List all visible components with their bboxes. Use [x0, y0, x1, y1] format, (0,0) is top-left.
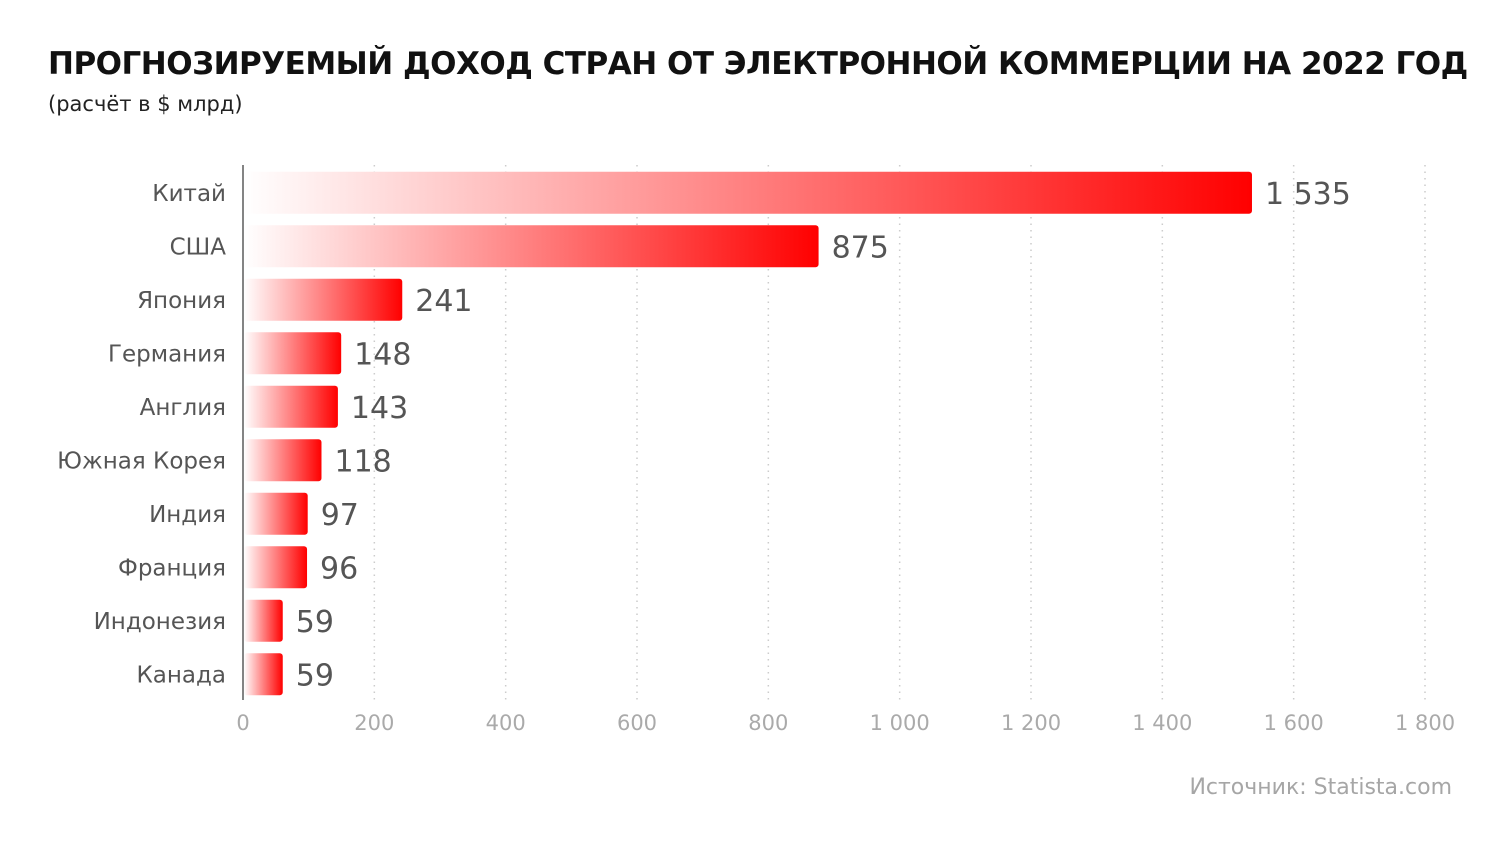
source-note: Источник: Statista.com	[1189, 775, 1452, 800]
category-label: Южная Корея	[57, 448, 226, 474]
category-label: Германия	[108, 341, 226, 367]
value-label: 118	[334, 444, 391, 479]
category-label: Китай	[152, 181, 226, 207]
bar	[244, 546, 308, 589]
bar	[244, 332, 342, 375]
category-label: Япония	[137, 288, 226, 314]
x-tick-label: 0	[236, 711, 249, 735]
value-label: 148	[354, 337, 411, 372]
chart-subtitle: (расчёт в $ млрд)	[48, 92, 243, 116]
x-tick-label: 1 200	[1001, 711, 1061, 735]
bar	[244, 439, 322, 482]
category-label: Индия	[149, 502, 226, 528]
x-tick-label: 600	[617, 711, 657, 735]
bar	[244, 385, 338, 428]
category-label: Англия	[140, 395, 226, 421]
x-tick-label: 1 400	[1132, 711, 1192, 735]
x-tick-label: 800	[748, 711, 788, 735]
value-label: 875	[832, 230, 889, 265]
category-label: Франция	[118, 555, 226, 581]
x-tick-label: 200	[354, 711, 394, 735]
value-label: 96	[320, 551, 358, 586]
value-label: 59	[296, 658, 334, 693]
category-label: США	[170, 234, 227, 260]
grid-lines	[373, 165, 1426, 700]
value-label: 143	[351, 391, 408, 426]
value-label: 97	[321, 498, 359, 533]
value-label: 1 535	[1265, 177, 1351, 212]
bar	[244, 171, 1252, 214]
bar	[244, 492, 308, 535]
bar	[244, 653, 283, 696]
x-tick-label: 1 000	[870, 711, 930, 735]
category-label: Индонезия	[94, 609, 226, 635]
category-label: Канада	[136, 662, 226, 688]
chart-title: ПРОГНОЗИРУЕМЫЙ ДОХОД СТРАН ОТ ЭЛЕКТРОННО…	[48, 46, 1468, 82]
bar	[244, 599, 283, 642]
axis: 0 200 400 600 800 1 000 1 200 1 400 1 600 1 800 Ки…	[57, 165, 1455, 735]
value-label: 59	[296, 605, 334, 640]
x-tick-label: 1 800	[1395, 711, 1455, 735]
bar	[244, 278, 403, 321]
x-tick-label: 400	[486, 711, 526, 735]
x-tick-label: 1 600	[1264, 711, 1324, 735]
value-label: 241	[415, 284, 472, 319]
bar	[244, 225, 819, 268]
